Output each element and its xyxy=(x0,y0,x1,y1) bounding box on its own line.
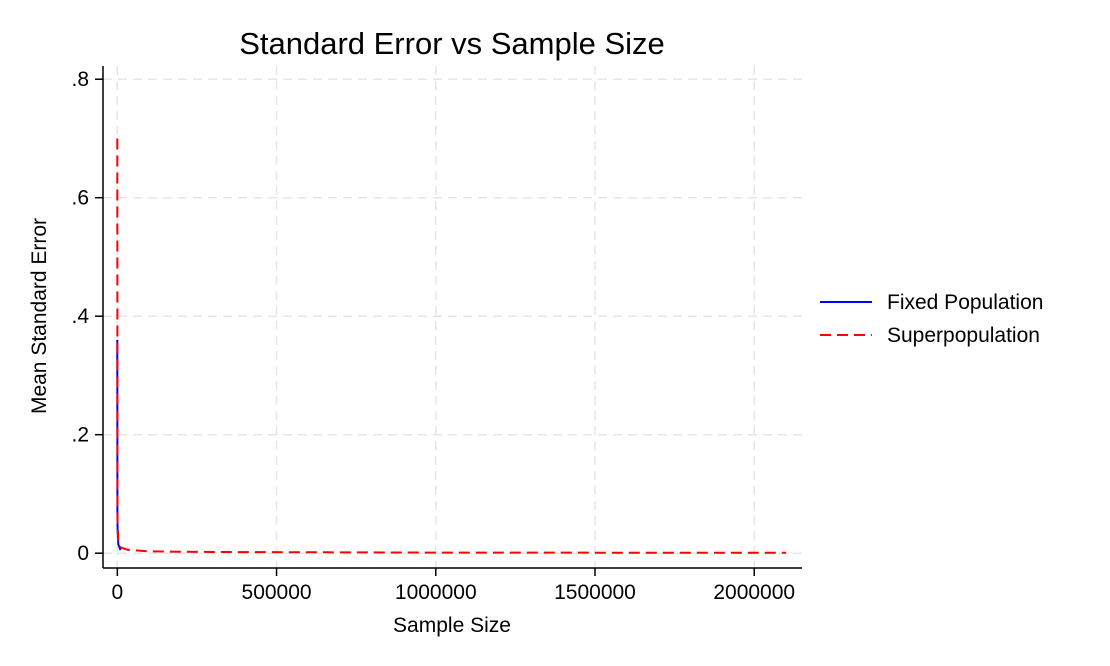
chart-title: Standard Error vs Sample Size xyxy=(239,26,665,61)
axes xyxy=(102,66,802,569)
x-tick-label: 0 xyxy=(111,581,123,604)
series-group xyxy=(116,138,787,554)
x-tick-label: 1500000 xyxy=(554,581,636,604)
y-tick-label: .8 xyxy=(71,68,89,91)
y-tick-label: .2 xyxy=(71,424,89,447)
grid xyxy=(103,66,802,568)
legend: Fixed Population Superpopulation xyxy=(820,291,1043,347)
y-tick-label: .6 xyxy=(71,187,89,210)
series-line-2 xyxy=(116,138,787,554)
y-tick-label: .4 xyxy=(71,305,89,328)
x-ticks: 0 500000 1000000 1500000 2000000 xyxy=(111,568,795,604)
legend-label: Superpopulation xyxy=(887,324,1040,347)
y-axis-title: Mean Standard Error xyxy=(28,218,51,414)
x-axis-title: Sample Size xyxy=(393,614,511,637)
x-tick-label: 500000 xyxy=(242,581,312,604)
y-ticks: 0 .2 .4 .6 .8 xyxy=(71,68,103,565)
y-tick-label: 0 xyxy=(77,542,89,565)
x-tick-label: 1000000 xyxy=(395,581,477,604)
x-tick-label: 2000000 xyxy=(713,581,795,604)
legend-label: Fixed Population xyxy=(887,291,1043,314)
